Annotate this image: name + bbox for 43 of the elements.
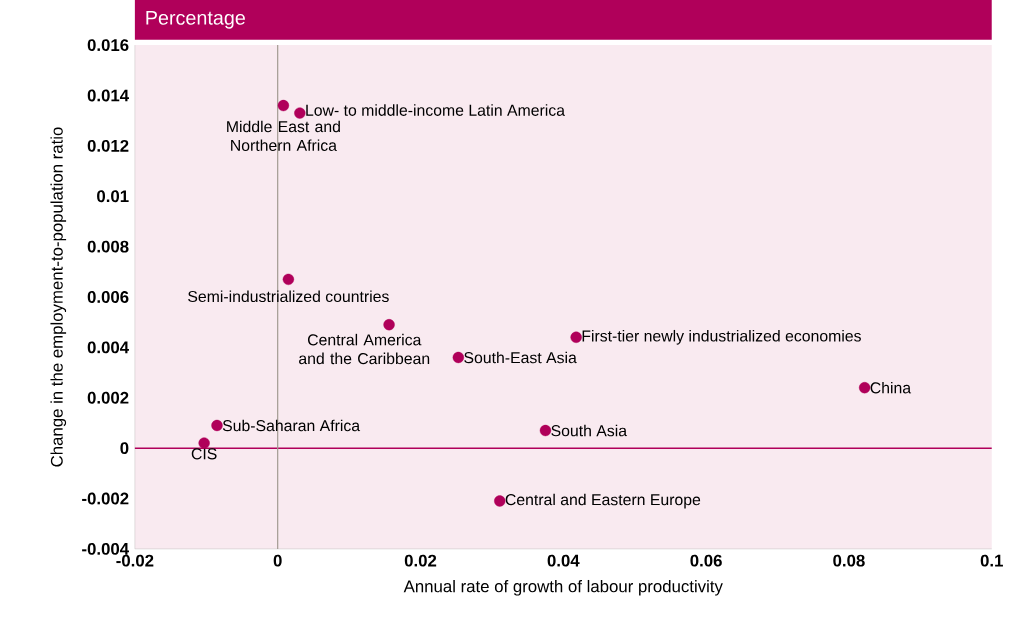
x-tick-label: 0.08 — [833, 554, 865, 567]
x-tick-label: 0.06 — [690, 554, 722, 567]
point — [211, 419, 223, 431]
annotation: South Asia — [551, 424, 628, 437]
annotation: Semi-industrialized countries — [188, 290, 389, 302]
y-tick-label: 0 — [120, 442, 129, 454]
y-tick-label: 0.014 — [87, 89, 129, 102]
x-tick-label: -0.02 — [116, 554, 154, 567]
annotation: Central and Eastern Europe — [505, 493, 701, 509]
y-tick-label: 0.008 — [87, 240, 129, 253]
annotation: Low- to middle-income Latin America — [306, 104, 565, 116]
point — [858, 381, 871, 394]
point — [383, 318, 395, 331]
x-axis-title: Annual rate of growth of labour productivity — [403, 579, 723, 596]
y-axis-title: Change in the employment-to-population ratio — [50, 127, 67, 467]
y-tick-label: -0.004 — [82, 542, 129, 555]
point — [282, 273, 295, 285]
x-tick-label: 0 — [273, 554, 282, 567]
x-tick-label: 0.02 — [404, 554, 437, 567]
point — [539, 424, 552, 437]
chart-title: Percentage — [146, 10, 245, 29]
point — [494, 495, 506, 507]
y-tick-label: 0.006 — [87, 290, 129, 303]
annotation: CIS — [191, 448, 217, 460]
y-tick-label: 0.016 — [87, 39, 129, 51]
y-tick-label: 0.012 — [87, 139, 129, 152]
point — [277, 99, 290, 112]
annotation: Sub-Saharan Africa — [222, 419, 361, 432]
point — [294, 107, 306, 119]
point — [570, 331, 582, 343]
y-tick-label: 0.004 — [87, 341, 129, 354]
annotation: Central America and the Caribbean — [299, 333, 430, 365]
annotation: Middle East and Northern Africa — [227, 120, 340, 151]
x-tick-label: 0.1 — [980, 554, 1003, 567]
annotation: China — [870, 381, 912, 394]
annotation: South-East Asia — [464, 351, 577, 364]
y-tick-label: 0.002 — [87, 391, 129, 404]
x-tick-label: 0.04 — [547, 554, 580, 567]
y-tick-label: -0.002 — [82, 492, 129, 505]
point — [198, 437, 210, 449]
point — [452, 351, 464, 363]
y-tick-label: 0.01 — [97, 190, 129, 203]
annotation: First-tier newly industrialized economies — [582, 329, 861, 345]
